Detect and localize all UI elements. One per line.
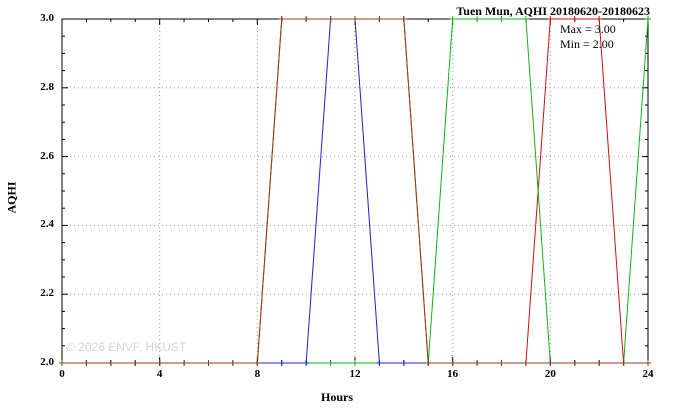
point-marker (522, 360, 529, 366)
point-marker (474, 16, 481, 22)
x-tick-label: 8 (254, 368, 261, 380)
x-tick-label: 4 (156, 368, 163, 380)
y-tick-label: 2.0 (40, 356, 54, 368)
point-marker (352, 16, 358, 22)
point-marker (205, 360, 212, 366)
point-marker (400, 360, 407, 366)
y-tick-label: 2.6 (40, 149, 54, 162)
point-marker (449, 360, 456, 366)
x-axis-label: Hours (320, 390, 353, 404)
chart-title: Tuen Mun, AQHI 20180620-20180623 (456, 4, 650, 18)
point-marker (620, 360, 627, 366)
point-marker (498, 16, 505, 22)
point-marker (278, 16, 285, 22)
point-marker (303, 360, 310, 366)
x-tick-label: 16 (447, 368, 459, 380)
point-marker (107, 360, 114, 366)
point-marker (547, 360, 554, 366)
point-marker (376, 360, 383, 366)
y-tick-label: 2.2 (40, 287, 54, 300)
x-tick-label: 12 (349, 368, 361, 380)
point-marker (645, 16, 651, 22)
point-marker (83, 360, 90, 366)
point-marker (400, 16, 407, 22)
y-tick-label: 3.0 (40, 12, 54, 24)
watermark: © 2026 ENVF, HKUST (66, 340, 187, 354)
point-marker (645, 360, 651, 366)
point-marker (303, 16, 310, 22)
point-marker (498, 360, 505, 366)
x-tick-label: 24 (642, 368, 654, 380)
point-marker (547, 16, 554, 22)
point-marker (327, 360, 334, 366)
point-marker (596, 360, 603, 366)
point-marker (522, 16, 529, 22)
point-marker (327, 16, 334, 22)
point-marker (596, 16, 603, 22)
point-marker (425, 360, 432, 366)
point-marker (449, 16, 456, 22)
point-marker (156, 360, 163, 366)
point-marker (229, 360, 236, 366)
legend-min: Min = 2.00 (560, 37, 614, 51)
legend-max: Max = 3.00 (560, 22, 616, 36)
point-marker (571, 16, 578, 22)
point-marker (571, 360, 578, 366)
point-marker (352, 360, 358, 366)
point-marker (278, 360, 285, 366)
point-marker (474, 360, 481, 366)
point-marker (254, 360, 261, 366)
x-tick-label: 0 (59, 368, 65, 380)
y-tick-label: 2.4 (40, 218, 54, 231)
point-marker (59, 360, 65, 366)
x-tick-label: 20 (544, 368, 556, 380)
point-marker (376, 16, 383, 22)
y-tick-label: 2.8 (40, 80, 54, 93)
point-marker (181, 360, 188, 366)
point-marker (132, 360, 139, 366)
y-axis-label: AQHI (4, 181, 19, 214)
